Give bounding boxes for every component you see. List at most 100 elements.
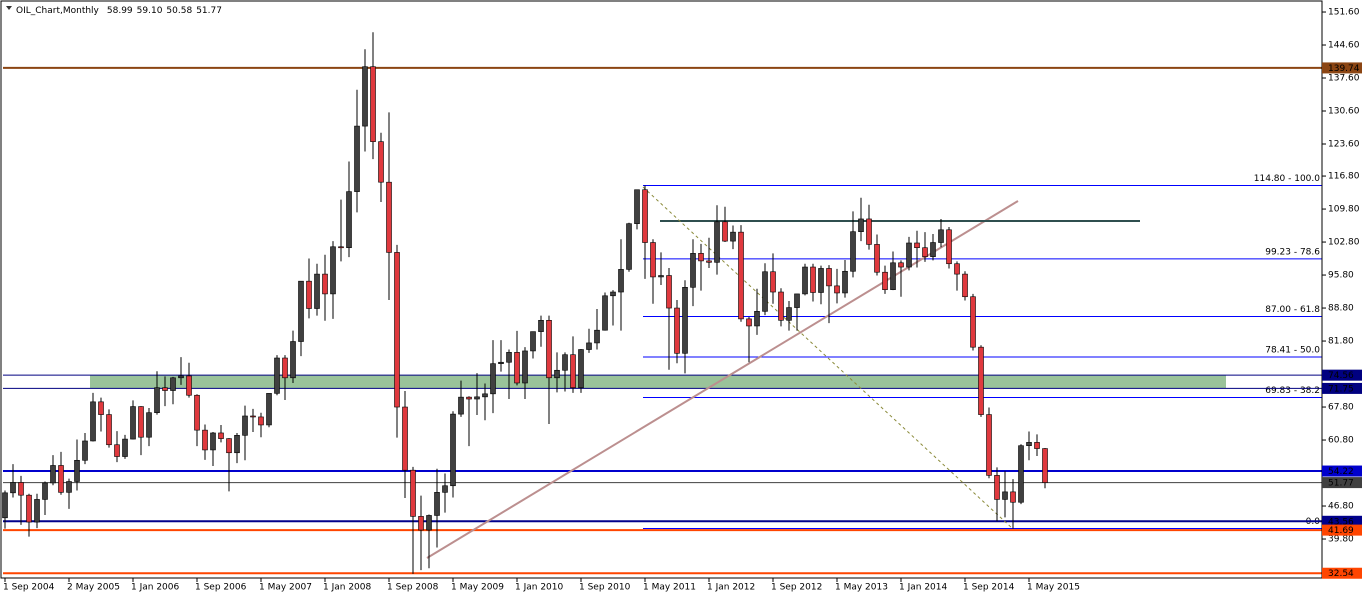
candle-body: [978, 346, 984, 415]
candle-body: [546, 319, 552, 379]
candle-body: [930, 242, 936, 257]
y-tick-label: 81.80: [1328, 337, 1354, 347]
x-tick-label: 1 Sep 2006: [195, 583, 247, 593]
candle-body: [946, 229, 952, 265]
candle-body: [282, 357, 288, 379]
price-tag-label: 74.56: [1328, 371, 1354, 381]
candle-body: [410, 469, 416, 517]
candle-body: [826, 268, 832, 287]
candle-body: [874, 244, 880, 273]
candle-body: [498, 361, 504, 364]
candle-body: [74, 459, 80, 482]
candle-body: [714, 221, 720, 263]
candle-body: [474, 396, 480, 400]
y-tick-label: 67.80: [1328, 403, 1354, 413]
candle-body: [554, 369, 560, 379]
price-tag: [1322, 515, 1362, 527]
zone-layer: [90, 375, 1226, 389]
candle-body: [194, 394, 200, 431]
price-tag-label: 51.77: [1328, 479, 1354, 489]
y-tick-label: 123.60: [1328, 140, 1360, 150]
candle-body: [394, 252, 400, 408]
price-tag-label: 71.75: [1328, 384, 1354, 394]
x-tick-label: 1 Sep 2004: [3, 583, 55, 593]
y-tick-label: 88.80: [1328, 304, 1354, 314]
candle-body: [306, 280, 312, 309]
fib-label: 114.80 - 100.0: [1254, 174, 1320, 184]
candle-body: [114, 444, 120, 457]
header: OIL_Chart,Monthly 58.99 59.10 50.58 51.77: [16, 6, 222, 16]
candle-body: [530, 331, 536, 352]
candle-body: [290, 341, 296, 379]
candle-body: [570, 354, 576, 389]
y-tick-label: 116.80: [1328, 172, 1360, 182]
x-tick-label: 1 May 2007: [259, 583, 312, 593]
candle-body: [322, 273, 328, 295]
candle-body: [42, 482, 48, 500]
candle-body: [186, 375, 192, 396]
x-tick-label: 1 May 2009: [451, 583, 504, 593]
candle-body: [50, 465, 56, 484]
candle-body: [378, 141, 384, 183]
candle-body: [650, 242, 656, 278]
x-tick-label: 1 May 2011: [643, 583, 696, 593]
candle-body: [242, 415, 248, 436]
candle-body: [690, 253, 696, 288]
candle-body: [674, 307, 680, 354]
candle-body: [938, 229, 944, 243]
candle-body: [1018, 445, 1024, 503]
candle-layer: [2, 32, 1048, 574]
candle-body: [402, 406, 408, 471]
candle-body: [506, 352, 512, 363]
price-tag-label: 41.69: [1328, 526, 1354, 536]
candle-body: [442, 485, 448, 493]
candle-body: [1034, 442, 1040, 449]
x-tick-label: 1 Sep 2014: [963, 583, 1015, 593]
candle-body: [578, 349, 584, 389]
candle-body: [538, 319, 544, 332]
candle-body: [490, 363, 496, 395]
candle-body: [914, 242, 920, 249]
candle-body: [634, 189, 640, 224]
candle-body: [898, 262, 904, 268]
candle-body: [450, 413, 456, 487]
candle-body: [178, 375, 184, 379]
candle-body: [770, 271, 776, 293]
candle-body: [210, 432, 216, 451]
chart-title: OIL_Chart,Monthly: [16, 6, 100, 16]
price-tag: [1322, 524, 1362, 536]
candle-body: [730, 231, 736, 242]
candle-body: [586, 342, 592, 350]
price-tag-label: 139.74: [1328, 64, 1360, 74]
candle-body: [26, 494, 32, 523]
plot-border: [0, 0, 1323, 579]
y-tick-label: 109.80: [1328, 205, 1360, 215]
fib-label: 78.41 - 50.0: [1265, 346, 1320, 356]
candle-body: [258, 416, 264, 426]
candle-body: [482, 393, 488, 398]
candle-body: [698, 253, 704, 262]
candle-body: [82, 440, 88, 461]
price-tag: [1322, 369, 1362, 381]
menu-triangle[interactable]: [6, 6, 12, 10]
price-tag: [1322, 62, 1362, 74]
candle-body: [746, 318, 752, 327]
candle-body: [202, 429, 208, 451]
candle-body: [226, 438, 232, 454]
y-tick-label: 60.80: [1328, 436, 1354, 446]
candle-body: [1026, 442, 1032, 446]
x-tick-label: 1 May 2013: [835, 583, 888, 593]
candle-body: [2, 492, 8, 519]
candle-body: [362, 66, 368, 127]
x-tick-label: 1 Jan 2010: [515, 583, 563, 593]
candle-body: [338, 246, 344, 249]
candle-body: [594, 329, 600, 344]
candle-body: [1010, 491, 1016, 503]
candle-body: [250, 415, 256, 418]
candle-body: [66, 481, 72, 493]
x-tick-label: 1 Sep 2010: [579, 583, 631, 593]
candle-body: [370, 66, 376, 142]
candle-body: [642, 189, 648, 243]
candle-body: [618, 269, 624, 293]
candle-body: [354, 125, 360, 192]
